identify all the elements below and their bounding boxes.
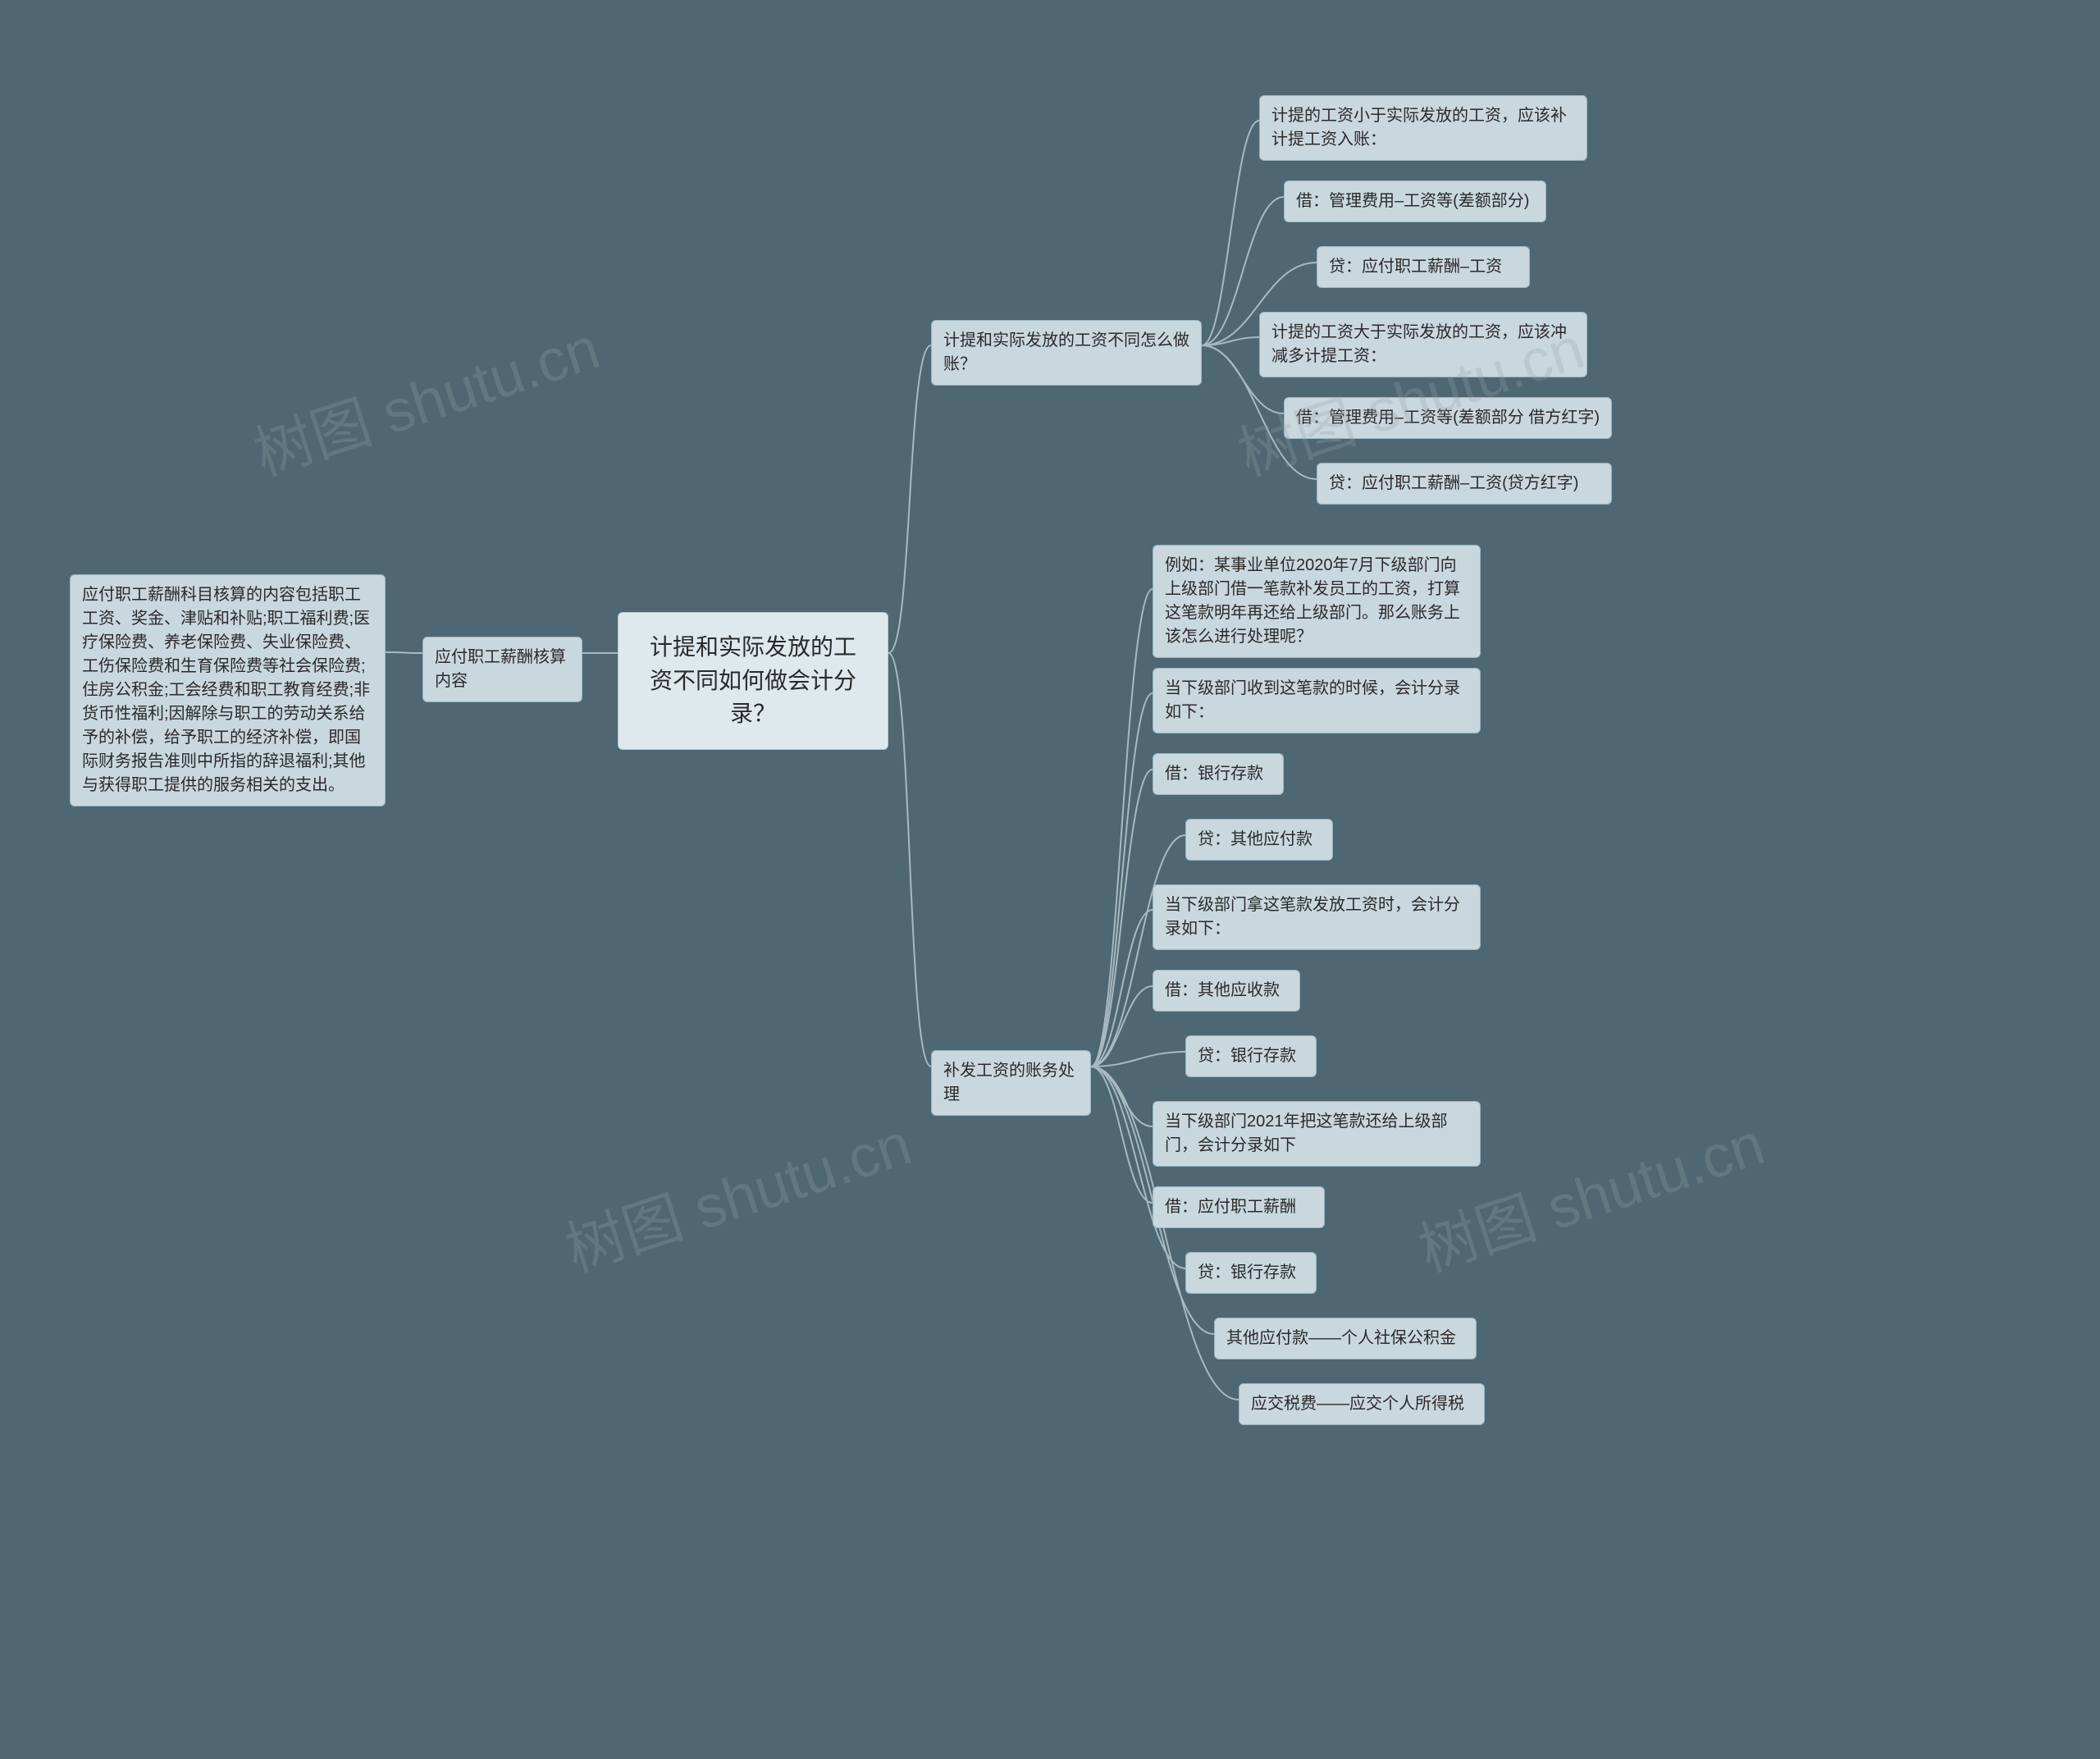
mindmap-node-r2h: 当下级部门2021年把这笔款还给上级部门，会计分录如下 <box>1153 1101 1481 1167</box>
mindmap-node-r2: 补发工资的账务处理 <box>931 1050 1091 1116</box>
canvas-background <box>0 0 2100 1759</box>
mindmap-node-r1f: 贷：应付职工薪酬–工资(贷方红字) <box>1317 463 1612 505</box>
mindmap-node-r2c: 借：银行存款 <box>1153 753 1284 795</box>
mindmap-node-l1a: 应付职工薪酬科目核算的内容包括职工工资、奖金、津贴和补贴;职工福利费;医疗保险费… <box>70 574 386 806</box>
mindmap-node-r1: 计提和实际发放的工资不同怎么做账？ <box>931 320 1202 386</box>
mindmap-node-r1c: 贷：应付职工薪酬–工资 <box>1317 246 1530 288</box>
mindmap-node-r2f: 借：其他应收款 <box>1153 970 1300 1012</box>
mindmap-node-r2g: 贷：银行存款 <box>1185 1035 1317 1077</box>
mindmap-node-r2j: 贷：银行存款 <box>1185 1252 1317 1294</box>
mindmap-node-r1b: 借：管理费用–工资等(差额部分) <box>1284 180 1546 222</box>
mindmap-node-l1: 应付职工薪酬核算内容 <box>422 637 582 702</box>
mindmap-node-r2k: 其他应付款——个人社保公积金 <box>1214 1318 1477 1359</box>
mindmap-node-r2e: 当下级部门拿这笔款发放工资时，会计分录如下： <box>1153 884 1481 950</box>
mindmap-node-r2b: 当下级部门收到这笔款的时候，会计分录如下： <box>1153 668 1481 733</box>
mindmap-node-root: 计提和实际发放的工资不同如何做会计分录？ <box>618 612 888 750</box>
mindmap-node-r1a: 计提的工资小于实际发放的工资，应该补计提工资入账： <box>1259 95 1587 161</box>
mindmap-node-r1e: 借：管理费用–工资等(差额部分 借方红字) <box>1284 397 1612 439</box>
mindmap-node-r1d: 计提的工资大于实际发放的工资，应该冲减多计提工资： <box>1259 312 1587 377</box>
mindmap-node-r2a: 例如：某事业单位2020年7月下级部门向上级部门借一笔款补发员工的工资，打算这笔… <box>1153 545 1481 658</box>
mindmap-node-r2i: 借：应付职工薪酬 <box>1153 1186 1325 1228</box>
mindmap-node-r2l: 应交税费——应交个人所得税 <box>1239 1383 1485 1425</box>
mindmap-node-r2d: 贷：其他应付款 <box>1185 819 1333 861</box>
